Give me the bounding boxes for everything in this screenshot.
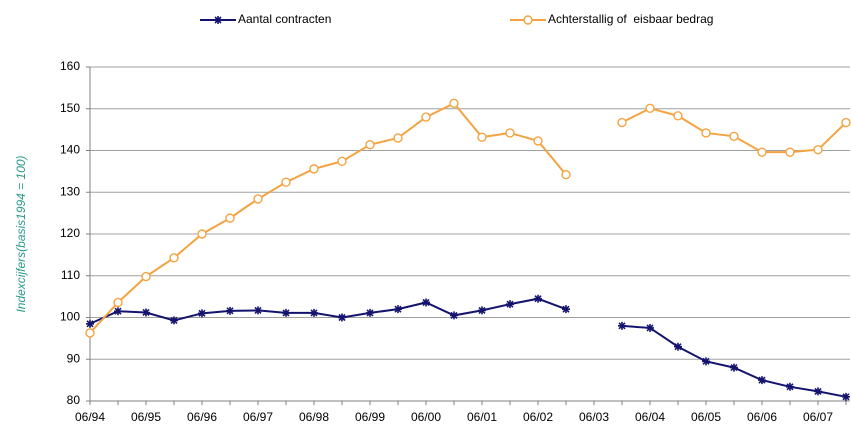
y-axis-title: Indexcijfers(basis1994 = 100) [14,155,28,312]
y-tick-label: 130 [60,184,80,198]
marker [730,363,738,372]
marker [310,308,318,317]
marker [646,323,654,332]
marker [534,294,542,303]
marker [617,117,627,128]
marker [813,144,823,155]
marker [170,316,178,325]
x-tick-label: 06/97 [243,410,273,424]
marker [561,170,571,180]
series-line [621,324,847,398]
marker [758,376,766,385]
marker [254,306,262,315]
x-tick-label: 06/06 [747,410,777,424]
marker [505,128,515,138]
marker [477,132,487,142]
y-tick-label: 150 [60,101,80,115]
x-tick-label: 06/02 [523,410,553,424]
x-tick-label: 06/03 [579,410,609,424]
marker [645,103,655,114]
legend-marker [214,16,222,24]
marker [366,308,374,317]
marker [226,306,234,315]
marker [450,311,458,320]
marker [478,306,486,315]
marker [113,297,123,308]
x-tick-label: 06/95 [131,410,161,424]
legend-label: Aantal contracten [238,12,331,26]
marker [702,357,710,366]
marker [365,139,375,150]
marker [281,177,291,187]
marker [253,194,263,204]
marker [673,111,683,121]
marker [142,308,150,317]
marker [338,313,346,322]
marker [449,98,459,109]
x-tick-label: 06/94 [75,410,105,424]
y-tick-label: 80 [67,393,81,407]
marker [729,131,739,142]
marker [86,319,94,328]
x-tick-label: 06/01 [467,410,497,424]
y-tick-label: 120 [60,226,80,240]
series-line [89,297,567,325]
y-tick-label: 160 [60,59,80,73]
marker [114,307,122,316]
x-tick-label: 06/99 [355,410,385,424]
x-tick-label: 06/04 [635,410,665,424]
x-tick-label: 06/07 [803,410,833,424]
series-line [621,107,847,154]
marker [309,164,319,174]
marker [506,300,514,309]
marker [282,308,290,317]
marker [394,305,402,314]
marker [225,213,235,223]
marker [786,382,794,391]
marker [841,117,851,128]
marker [85,328,95,338]
marker [422,298,430,307]
legend-label: Achterstallig of eisbaar bedrag [548,12,713,26]
marker [169,253,179,263]
marker [674,342,682,351]
marker [533,136,543,146]
legend-marker [523,15,533,25]
marker [562,305,570,314]
y-tick-label: 110 [61,268,80,282]
marker [701,128,711,138]
y-tick-label: 140 [60,143,80,157]
marker [197,229,207,239]
marker [421,112,431,122]
y-tick-label: 90 [67,351,81,365]
series-line [89,102,567,334]
marker [618,321,626,330]
marker [198,309,206,318]
x-tick-label: 06/96 [187,410,217,424]
marker [757,147,767,157]
marker [337,156,347,167]
marker [814,387,822,396]
marker [785,147,795,157]
marker [842,392,850,401]
x-tick-label: 06/05 [691,410,721,424]
x-tick-label: 06/00 [411,410,441,424]
marker [393,133,403,143]
x-tick-label: 06/98 [299,410,329,424]
marker [141,271,151,282]
y-tick-label: 100 [60,310,80,324]
